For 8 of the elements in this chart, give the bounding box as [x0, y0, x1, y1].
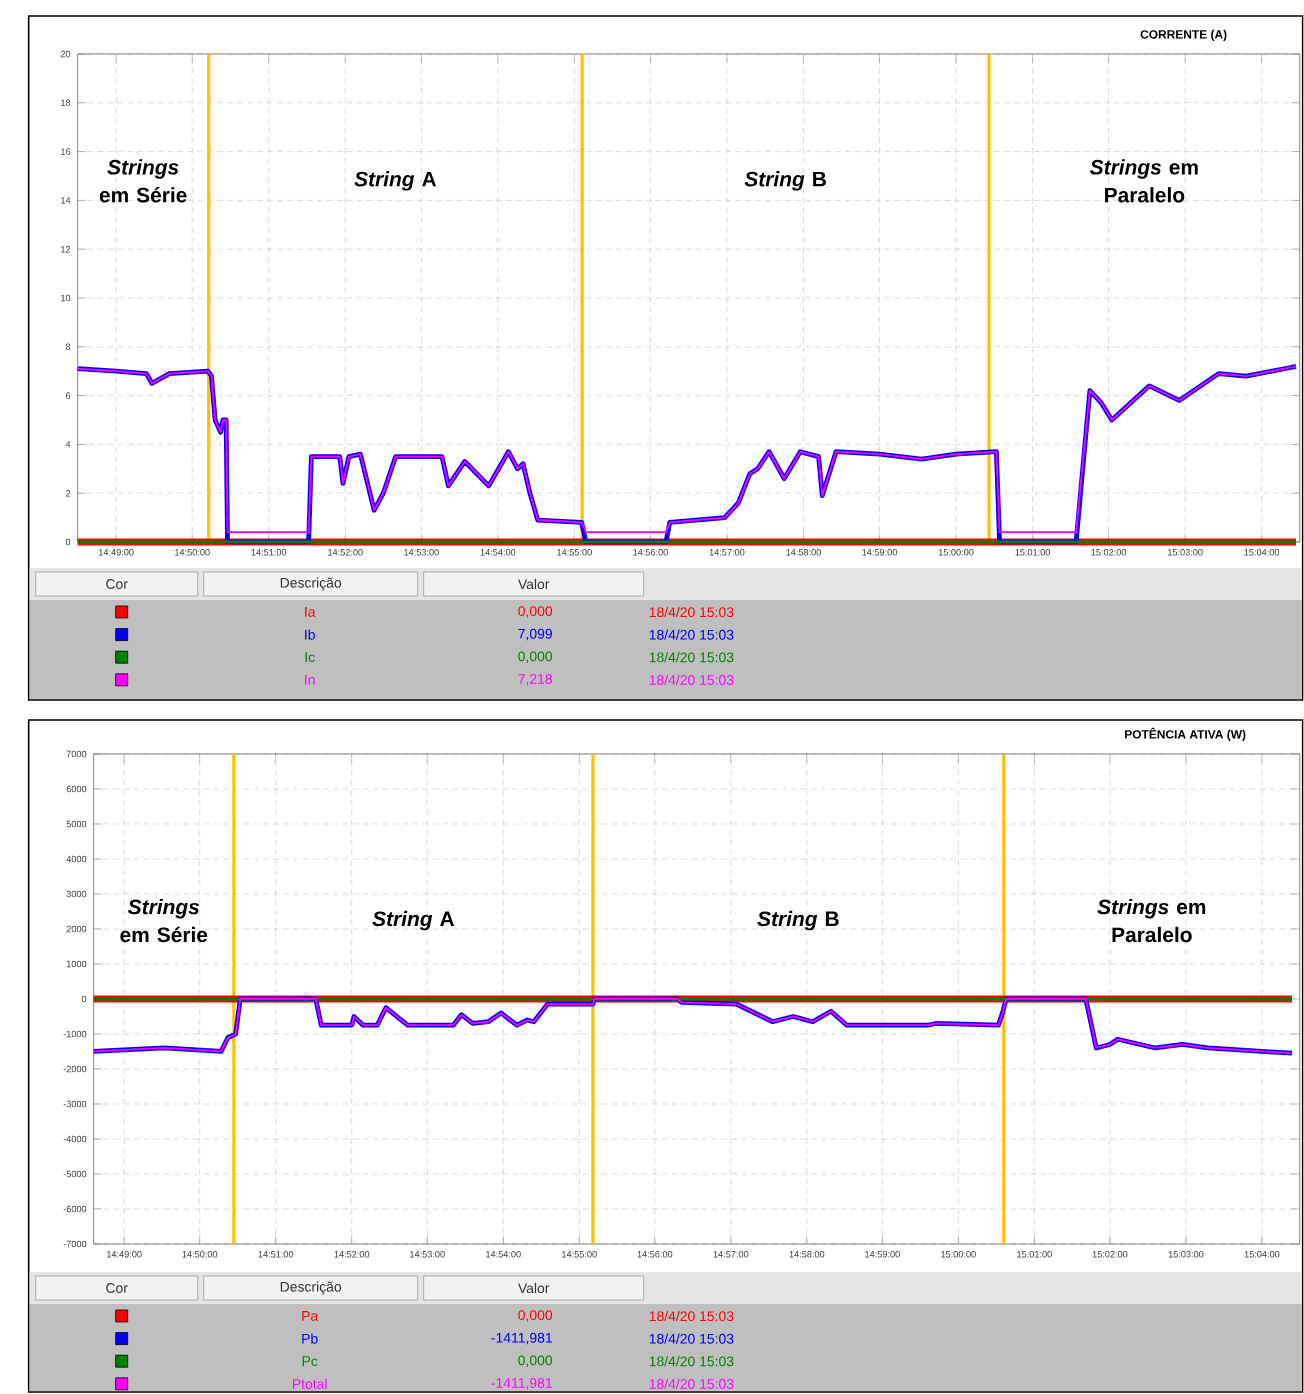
annotation: String A [354, 171, 437, 191]
annotation: Strings em Série [120, 898, 208, 943]
annotation: String B [744, 171, 827, 191]
annotation: String A [372, 910, 455, 931]
annotation: String B [757, 910, 839, 931]
annotation: Strings em Paralelo [1090, 159, 1198, 203]
annotation: Strings em Série [99, 159, 187, 203]
annotation: Strings em Paralelo [1097, 898, 1206, 943]
